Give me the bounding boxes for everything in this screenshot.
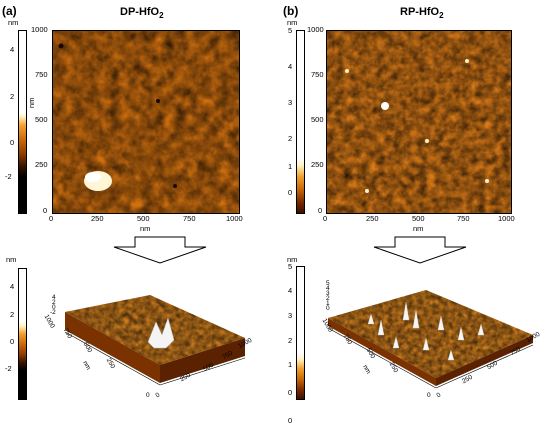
colorbar-3d-b [296,266,305,400]
colorbar-3d-a [18,268,27,400]
panel-b-title: RP-HfO2 [400,6,444,21]
surface-b-z-tick-2: 2 [326,295,330,302]
image-a-ytick-750: 750 [35,70,48,79]
colorbar-b-unit: nm [287,18,298,27]
colorbar-3d-b-unit: nm [287,255,298,264]
image-a-ytick-250: 250 [35,160,48,169]
image-b-ytick-1000: 1000 [307,25,324,34]
colorbar-3d-b-tick-0: 0 [288,388,293,397]
surface-3d-b [318,280,550,415]
image-b-xtick-500: 500 [412,214,425,223]
surface-a-z-tick-neg2: -2 [50,309,56,316]
surface-b-z-tick-5: 5 [326,280,330,287]
surface-a-z-tick-4: 4 [52,294,56,301]
surface-b-y-tick-0: 0 [427,392,431,399]
colorbar-3d-b-tick-4: 4 [288,286,293,295]
colorbar-3d-b-tick-1: 1 [288,360,293,369]
colorbar-3d-a-tick-neg2: -2 [5,364,12,373]
image-a-ytick-1000: 1000 [31,25,48,34]
colorbar-a [18,30,27,214]
panel-a-title: DP-HfO2 [120,6,164,21]
image-a-ytick-500: 500 [35,115,48,124]
surface-b-z-tick-0: 0 [326,305,330,312]
image-b-ytick-750: 750 [311,70,324,79]
colorbar-b-tick-3: 3 [288,98,293,107]
colorbar-b-tick-5: 5 [288,26,293,35]
down-arrow-b-icon [370,236,470,264]
colorbar-3d-a-tick-0: 0 [10,337,15,346]
image-b-xtick-0: 0 [323,214,328,223]
image-b-xtick-250: 250 [366,214,379,223]
afm-texture-b [327,31,511,213]
colorbar-3d-a-tick-4: 4 [10,282,15,291]
colorbar-b [296,30,305,214]
image-a-xtick-500: 500 [137,214,150,223]
surface-b-z-tick-3: 3 [326,290,330,297]
colorbar-b-tick-4: 4 [288,62,293,71]
image-a-xlabel: nm [140,224,151,233]
colorbar-3d-a-unit: nm [6,255,17,264]
panel-b-label: (b) [283,4,299,18]
surface-a-z-tick-2: 2 [52,299,56,306]
colorbar-b-tick-0: 0 [288,188,293,197]
colorbar-3d-b-tick-3: 3 [288,311,293,320]
panel-a-label: (a) [2,4,17,18]
colorbar-a-tick-4: 4 [10,45,15,54]
colorbar-a-tick-2: 2 [10,92,15,101]
bottom-zero-label: 0 [288,416,293,425]
colorbar-3d-b-tick-2: 2 [288,336,293,345]
image-b-xtick-1000: 1000 [498,214,515,223]
surface-b-z-tick-4: 4 [326,285,330,292]
colorbar-3d-b-tick-5: 5 [288,262,293,271]
image-b-ytick-0: 0 [318,206,323,215]
colorbar-b-tick-1: 1 [288,162,293,171]
image-a-xtick-750: 750 [183,214,196,223]
image-a-ytick-0: 0 [43,206,48,215]
image-a-xtick-250: 250 [91,214,104,223]
colorbar-a-unit: nm [8,18,19,27]
afm-image-a [52,30,240,214]
colorbar-a-side-unit: nm [27,97,36,108]
surface-3d-a [40,280,265,420]
image-a-xtick-1000: 1000 [226,214,243,223]
surface-b-z-tick-1: 1 [326,300,330,307]
surface-a-y-tick-0: 0 [146,392,150,399]
image-b-xtick-750: 750 [457,214,470,223]
image-b-ytick-250: 250 [311,160,324,169]
colorbar-a-tick-neg2: -2 [5,172,12,181]
colorbar-3d-a-tick-2: 2 [10,310,15,319]
colorbar-a-tick-0: 0 [10,138,15,147]
down-arrow-a-icon [110,236,210,264]
afm-texture-a [53,31,239,213]
afm-image-b [326,30,512,214]
surface-a-z-tick-0: 0 [52,304,56,311]
image-b-xlabel: nm [413,224,424,233]
colorbar-b-tick-2: 2 [288,134,293,143]
image-b-ytick-500: 500 [311,115,324,124]
image-a-xtick-0: 0 [49,214,54,223]
